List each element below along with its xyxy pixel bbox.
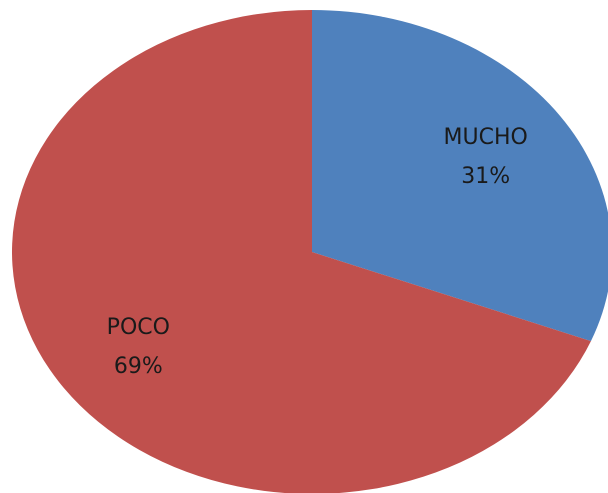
slice-category-label: POCO bbox=[107, 315, 170, 340]
slice-value-label: 31% bbox=[461, 164, 510, 189]
pie-slice bbox=[12, 10, 591, 493]
pie-slice bbox=[312, 10, 608, 342]
slice-value-label: 69% bbox=[114, 354, 163, 379]
slice-category-label: MUCHO bbox=[444, 125, 528, 150]
